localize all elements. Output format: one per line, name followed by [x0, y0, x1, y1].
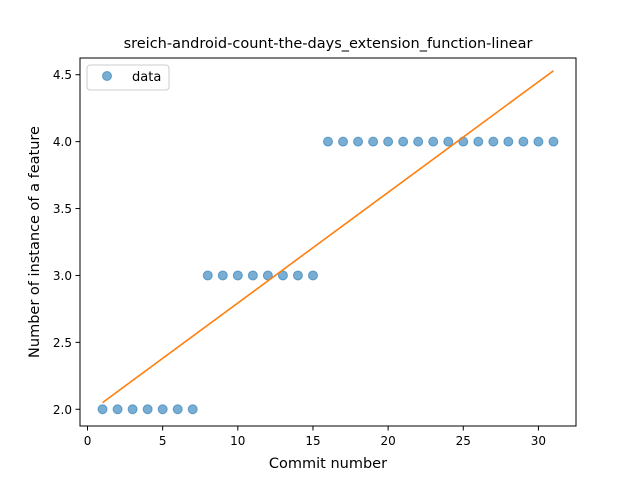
data-point [247, 270, 258, 281]
chart-title: sreich-android-count-the-days_extension_… [124, 36, 533, 52]
legend: data [86, 64, 170, 91]
x-axis-label: Commit number [269, 456, 387, 472]
data-point [172, 404, 183, 415]
x-tick-label: 20 [380, 434, 395, 448]
plot-frame [79, 57, 577, 427]
data-point [518, 136, 529, 147]
data-point [307, 270, 318, 281]
data-point [338, 136, 349, 147]
data-point [488, 136, 499, 147]
x-tick-label: 0 [84, 434, 92, 448]
linear-fit-line [102, 70, 554, 404]
legend-marker-data [102, 71, 112, 81]
data-point [548, 136, 559, 147]
data-point [112, 404, 123, 415]
data-point [142, 404, 153, 415]
data-point [127, 404, 138, 415]
data-point [503, 136, 514, 147]
y-tick-label: 2.5 [53, 336, 72, 350]
data-point [292, 270, 303, 281]
y-tick-label: 2.0 [53, 403, 72, 417]
data-point [353, 136, 364, 147]
data-point [232, 270, 243, 281]
data-point [157, 404, 168, 415]
legend-label-data: data [132, 70, 161, 85]
data-point [413, 136, 424, 147]
data-point [473, 136, 484, 147]
data-point [398, 136, 409, 147]
data-point [202, 270, 213, 281]
y-tick-label: 3.5 [53, 202, 72, 216]
y-tick-label: 4.0 [53, 135, 72, 149]
data-point [97, 404, 108, 415]
data-point [217, 270, 228, 281]
y-axis-label: Number of instance of a feature [27, 126, 43, 358]
data-point [428, 136, 439, 147]
x-tick-label: 30 [531, 434, 546, 448]
data-point [533, 136, 544, 147]
x-tick-label: 5 [159, 434, 167, 448]
data-point [187, 404, 198, 415]
data-point [383, 136, 394, 147]
x-tick-label: 15 [305, 434, 320, 448]
y-tick-label: 4.5 [53, 68, 72, 82]
data-point [277, 270, 288, 281]
data-point [443, 136, 454, 147]
data-point [368, 136, 379, 147]
y-tick-label: 3.0 [53, 269, 72, 283]
x-tick-label: 25 [456, 434, 471, 448]
data-point [323, 136, 333, 147]
x-tick-label: 10 [230, 434, 245, 448]
